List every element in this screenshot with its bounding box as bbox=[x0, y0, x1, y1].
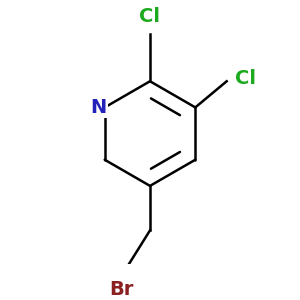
Text: Br: Br bbox=[109, 280, 134, 299]
Text: Cl: Cl bbox=[235, 69, 256, 88]
Text: Cl: Cl bbox=[140, 7, 160, 26]
Text: N: N bbox=[90, 98, 106, 117]
